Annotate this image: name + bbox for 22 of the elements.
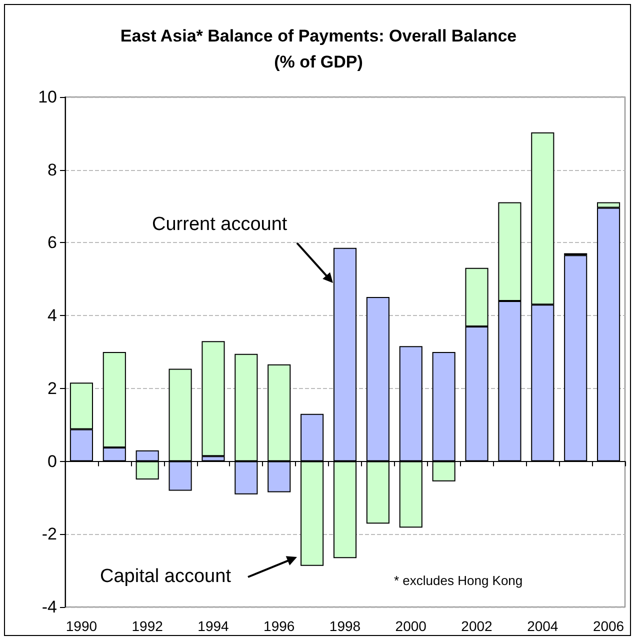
y-tick-label: -2 (42, 524, 57, 544)
x-tick-label: 2006 (592, 618, 624, 634)
y-tick-label: 2 (48, 378, 57, 398)
x-tick-label: 1996 (264, 618, 295, 634)
chart-subtitle: (% of GDP) (274, 52, 363, 72)
y-tick-label: 8 (48, 160, 57, 180)
x-tick-label: 1994 (198, 618, 230, 634)
x-tick-label: 2002 (461, 618, 493, 634)
x-tick-label: 1990 (66, 618, 98, 634)
y-tick-label: -4 (42, 598, 57, 616)
y-tick-label: 6 (48, 233, 57, 252)
x-tick-label: 2004 (527, 618, 558, 634)
y-tick-label: 0 (48, 452, 57, 471)
x-tick-label: 1998 (329, 618, 361, 634)
chart-title: East Asia* Balance of Payments: Overall Balance (120, 26, 517, 46)
y-tick-label: 10 (38, 88, 57, 106)
x-tick-label: 2000 (395, 618, 427, 634)
x-tick-label: 1992 (132, 618, 164, 634)
annotation: Capital account (100, 566, 232, 587)
annotation: Current account (152, 214, 288, 235)
annotation: * excludes Hong Kong (394, 573, 523, 588)
y-tick-label: 4 (48, 306, 57, 326)
